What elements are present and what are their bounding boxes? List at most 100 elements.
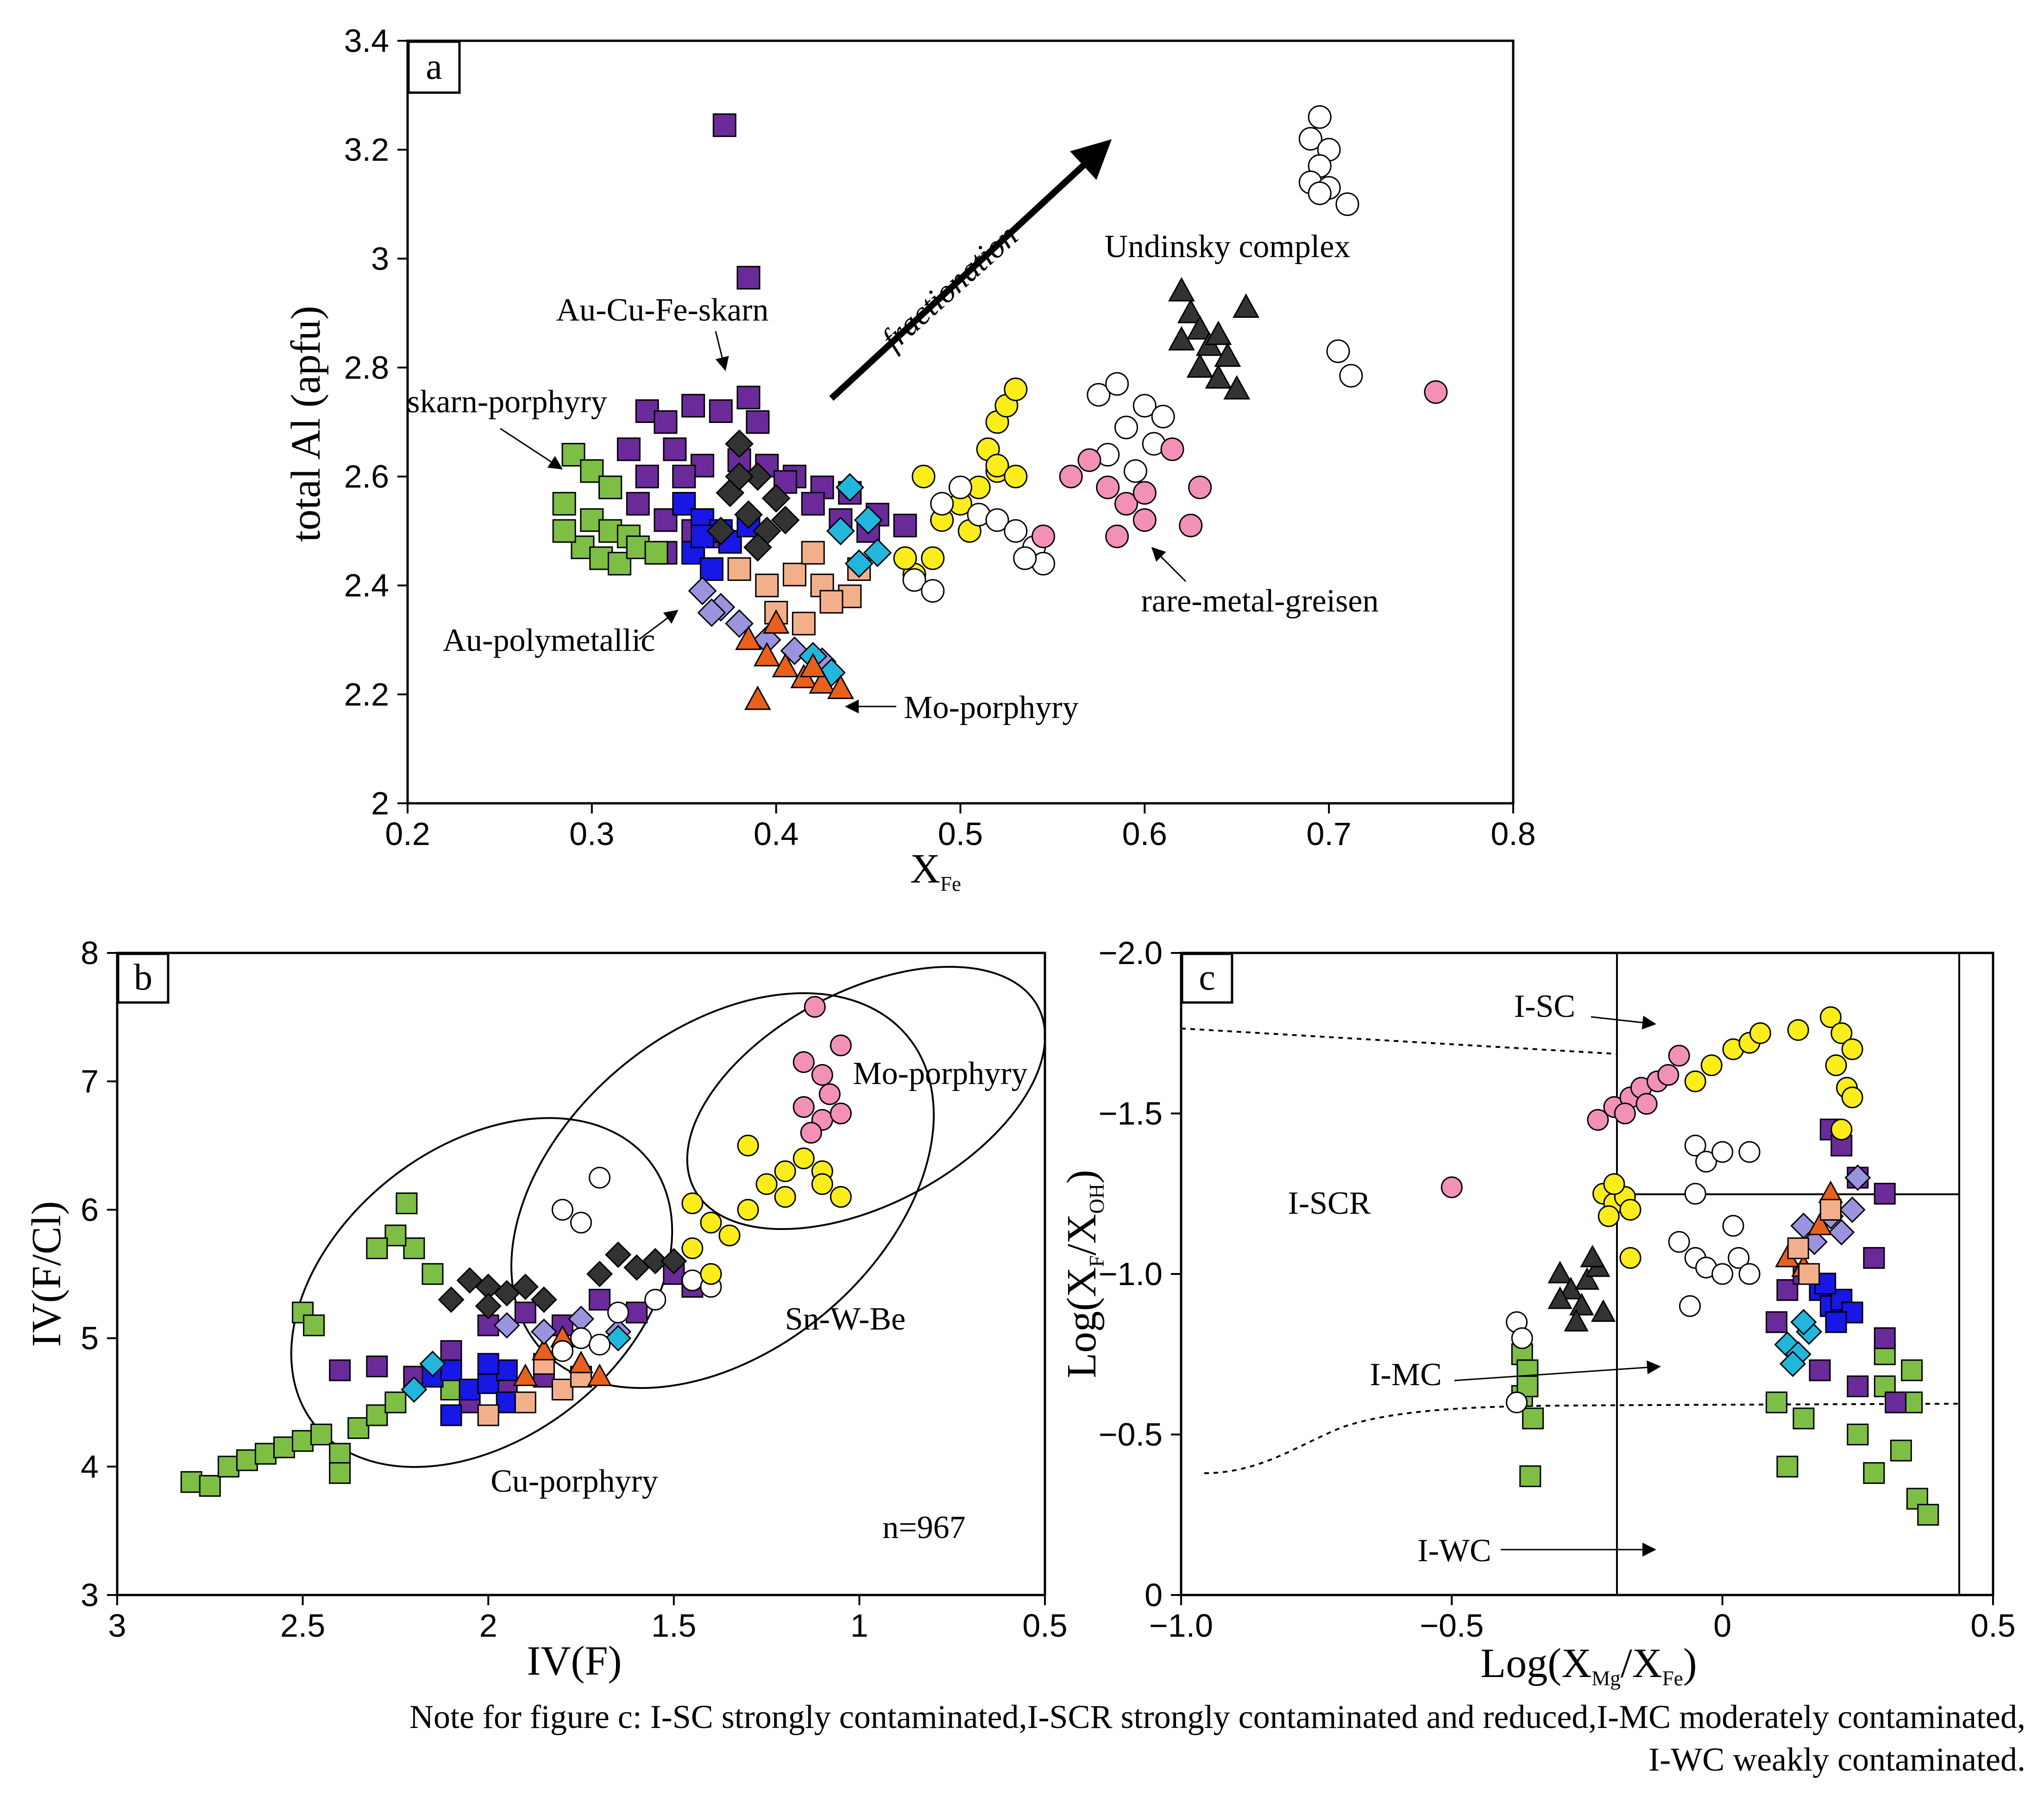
x-tick-label: −1.0 — [1149, 1608, 1213, 1644]
y-tick-label: 3 — [371, 240, 389, 277]
y-tick-label: −0.5 — [1099, 1417, 1163, 1453]
au-cu-fe-skarn-label: Au-Cu-Fe-skarn — [556, 292, 769, 328]
data-point-circle-white — [1308, 181, 1332, 205]
data-point-circle-white — [930, 492, 954, 516]
data-point-circle-white — [1668, 1231, 1690, 1253]
data-point-circle-pink — [830, 1103, 852, 1124]
data-point-circle-white — [1087, 383, 1111, 407]
y-tick-label: 2 — [371, 785, 389, 821]
mo-porphyry-region-label: Mo-porphyry — [853, 1056, 1027, 1091]
data-point-square-green — [199, 1475, 221, 1497]
data-point-square-green — [1792, 1407, 1815, 1430]
data-point-square-green — [384, 1224, 407, 1247]
data-point-circle-white — [551, 1340, 573, 1362]
data-point-diamond-cyan — [605, 1325, 632, 1352]
data-point-square-blue — [699, 557, 723, 581]
fractionation-label: fractionation — [875, 218, 1025, 358]
data-point-square-green — [254, 1443, 277, 1465]
data-point-square-purple — [616, 437, 641, 461]
x-tick-label: 2.5 — [280, 1608, 325, 1644]
data-point-circle-pink — [1160, 437, 1184, 461]
note-line-1: Note for figure c: I-SC strongly contami… — [409, 1698, 2025, 1735]
panel-b-xlabel: IV(F) — [527, 1638, 622, 1684]
data-point-square-purple — [1809, 1359, 1831, 1381]
data-point-circle-pink — [1657, 1064, 1679, 1086]
data-point-circle-yellow — [718, 1224, 741, 1247]
panel-a-letter-box — [407, 40, 461, 94]
data-point-diamond-black — [743, 533, 772, 562]
data-point-circle-yellow — [774, 1160, 796, 1182]
data-point-circle-yellow — [1841, 1086, 1863, 1109]
data-point-square-green — [217, 1456, 239, 1478]
data-point-square-green — [1776, 1456, 1799, 1478]
data-point-triangle-black — [1547, 1261, 1572, 1284]
data-point-triangle-orange — [1807, 1212, 1832, 1236]
data-point-circle-pink — [818, 1083, 841, 1105]
data-point-square-green — [403, 1237, 425, 1260]
data-point-circle-white — [1335, 192, 1359, 216]
data-point-circle-yellow — [792, 1148, 815, 1170]
data-point-triangle-black — [1564, 1309, 1589, 1332]
data-point-circle-pink — [1614, 1103, 1636, 1124]
panel-c-ylabel-e: ) — [1059, 1170, 1105, 1184]
data-point-triangle-orange — [587, 1363, 612, 1386]
note-line-2: I-WC weakly contaminated. — [1648, 1741, 2025, 1778]
data-point-circle-yellow — [1619, 1198, 1641, 1221]
data-point-triangle-orange — [809, 669, 836, 694]
data-point-circle-pink — [1105, 524, 1129, 549]
data-point-square-salmon — [782, 562, 806, 586]
data-point-square-green — [421, 1263, 444, 1285]
data-point-circle-pink — [1635, 1093, 1658, 1115]
panel-c-points — [1440, 1006, 1939, 1526]
data-point-triangle-black — [1205, 364, 1232, 389]
data-point-diamond-black — [586, 1261, 613, 1287]
data-point-square-green — [366, 1404, 388, 1426]
data-point-triangle-orange — [735, 625, 762, 650]
data-point-circle-white — [902, 568, 926, 592]
panel-c-xlabel-b: Mg — [1591, 1667, 1621, 1690]
data-point-diamond-cyan — [1790, 1309, 1817, 1336]
data-point-square-blue — [496, 1359, 518, 1381]
data-point-triangle-black — [1580, 1244, 1605, 1267]
data-point-circle-pink — [804, 996, 826, 1018]
data-point-circle-pink — [792, 1051, 815, 1073]
data-point-square-purple — [1863, 1247, 1885, 1269]
data-point-square-salmon — [819, 590, 843, 614]
data-point-circle-white — [1711, 1141, 1734, 1163]
sn-w-be-ellipse — [510, 992, 935, 1389]
data-point-diamond-black — [530, 1286, 557, 1313]
x-tick-label: 0 — [1713, 1608, 1731, 1644]
data-point-triangle-orange — [799, 653, 827, 677]
i-sc-arrow — [1591, 1015, 1656, 1030]
panel-c-ylabel: Log(XF/XOH) — [1059, 1170, 1108, 1378]
data-point-circle-white — [570, 1327, 592, 1349]
data-point-triangle-black — [1223, 375, 1251, 400]
data-point-square-green — [1863, 1462, 1885, 1484]
panel-c-ylabel-a: Log(X — [1059, 1267, 1105, 1378]
dotted-boundary-lower — [1204, 1403, 1960, 1474]
data-point-square-green — [396, 1192, 418, 1215]
y-tick-label: 2.8 — [344, 349, 389, 385]
data-point-circle-yellow — [985, 454, 1009, 478]
data-point-circle-white — [1123, 459, 1147, 483]
data-point-circle-white — [1308, 105, 1332, 129]
x-tick-label: 0.6 — [1122, 816, 1167, 852]
data-point-diamond-lavender — [530, 1318, 557, 1345]
data-point-diamond-cyan — [1780, 1350, 1806, 1377]
data-point-square-purple — [1766, 1311, 1788, 1333]
data-point-diamond-lavender — [493, 1312, 520, 1339]
data-point-circle-yellow — [1603, 1173, 1625, 1195]
data-point-circle-yellow — [700, 1263, 722, 1285]
x-tick-label: 0.8 — [1491, 816, 1535, 852]
data-point-square-green — [552, 492, 576, 516]
rare-metal-greisen-arrow — [1151, 547, 1187, 582]
x-tick-label: 1 — [850, 1608, 868, 1644]
y-tick-label: 2.2 — [344, 676, 389, 712]
data-point-triangle-black — [1205, 321, 1232, 345]
data-point-square-purple — [672, 465, 696, 489]
panel-b-letter-box — [117, 952, 170, 1004]
data-point-square-green — [1917, 1504, 1939, 1526]
panel-a: 0.2 0.3 0.4 0.5 0.6 0.7 0.8 2 2.2 2.4 2.6 2.8 3 3.2 3.… — [283, 23, 1536, 895]
data-point-square-salmon — [477, 1404, 499, 1426]
data-point-circle-yellow — [681, 1237, 704, 1260]
